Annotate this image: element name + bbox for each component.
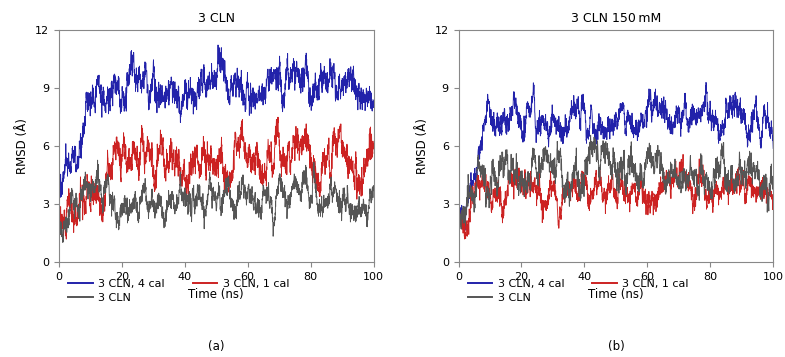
X-axis label: Time (ns): Time (ns) (188, 288, 244, 301)
Title: 3 CLN 150 mM: 3 CLN 150 mM (571, 12, 661, 25)
Y-axis label: RMSD (Å): RMSD (Å) (16, 119, 30, 174)
Legend: 3 CLN, 4 cal, 3 CLN, 3 CLN, 1 cal: 3 CLN, 4 cal, 3 CLN, 3 CLN, 1 cal (468, 279, 689, 303)
Y-axis label: RMSD (Å): RMSD (Å) (416, 119, 429, 174)
Text: (b): (b) (608, 340, 624, 353)
Title: 3 CLN: 3 CLN (198, 12, 235, 25)
Text: (a): (a) (208, 340, 225, 353)
Legend: 3 CLN, 4 cal, 3 CLN, 3 CLN, 1 cal: 3 CLN, 4 cal, 3 CLN, 3 CLN, 1 cal (68, 279, 289, 303)
X-axis label: Time (ns): Time (ns) (588, 288, 644, 301)
